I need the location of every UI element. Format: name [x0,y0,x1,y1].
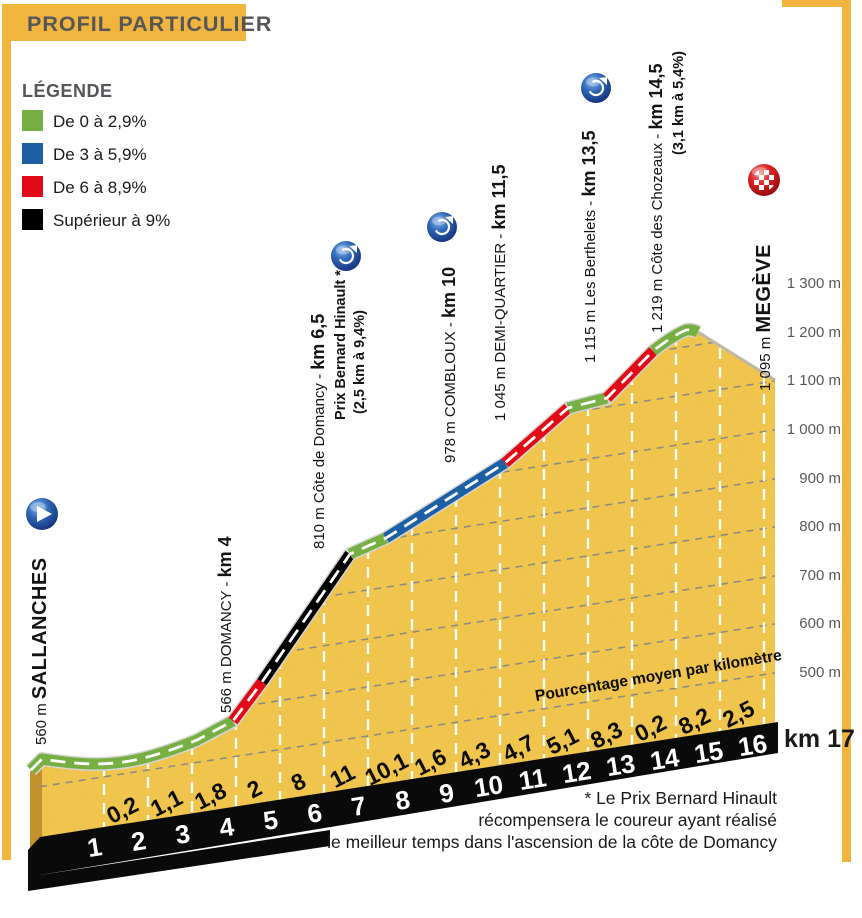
legend: LÉGENDE De 0 à 2,9% De 3 à 5,9% De 6 à 8… [22,80,170,230]
footnote-line-3: le meilleur temps dans l'ascension de la… [327,832,777,852]
axis-tick: 1 100 m [787,372,841,389]
km-number: 3 [173,818,192,850]
footnote-line-1: * Le Prix Bernard Hinault [584,788,777,808]
legend-label-blue: De 3 à 5,9% [53,145,147,164]
timecheck-icon-combloux [427,212,457,242]
axis-tick: 600 m [799,615,841,632]
km-gridlines [102,335,766,827]
km-numbers: 1 2 3 4 5 6 7 8 9 10 11 12 13 14 15 16 [85,728,769,863]
km-number: 15 [692,735,725,769]
start-icon [26,498,58,530]
page-title-text: PROFIL PARTICULIER [27,12,272,36]
page-title: PROFIL PARTICULIER [10,4,272,41]
km-band-face [40,722,778,875]
timecheck-icon-berthelets [581,73,611,103]
km-band-underside [28,830,330,891]
finish-flag-icon [748,164,780,196]
km-number: 7 [349,790,368,822]
km-number: 10 [472,769,505,803]
label-cote-domancy: 810 m Côte de Domancy - km 6,5 [308,314,328,549]
footnote: * Le Prix Bernard Hinault récompensera l… [327,788,777,852]
label-domancy: 566 m DOMANCY - km 4 [215,536,235,713]
page-title-box [10,4,246,41]
road-centerline [30,328,699,771]
km-number: 5 [261,804,280,836]
km-number: 16 [736,728,769,762]
label-demi-quartier: 1 045 m DEMI-QUARTIER - km 11,5 [489,165,509,422]
km-number: 14 [648,742,682,776]
km-number: 1 [85,831,104,863]
label-prix-bernard-hinault: Prix Bernard Hinault * [333,270,349,420]
waypoint-labels: 560 m SALLANCHES 566 m DOMANCY - km 4 81… [29,51,775,745]
label-cote-des-chozeaux: 1 219 m Côte des Chozeaux - km 14,5 [646,63,666,333]
km-number: 6 [305,797,324,829]
legend-label-green: De 0 à 2,9% [53,112,147,131]
massif-texture [34,329,775,845]
km-number: 2 [129,825,148,857]
label-combloux: 978 m COMBLOUX - km 10 [439,267,459,463]
legend-swatch-black [22,209,43,230]
axis-end-label: km 17 [784,725,855,753]
axis-tick: 1 300 m [787,275,841,292]
axis-tick: 700 m [799,567,841,584]
massif-left-face [30,759,42,851]
axis-tick: 1 200 m [787,324,841,341]
legend-label-black: Supérieur à 9% [53,211,170,230]
km-number: 12 [560,755,593,789]
km-number: 4 [217,811,237,843]
km-band [28,722,778,891]
label-sallanches: 560 m SALLANCHES [29,557,51,745]
km-number: 9 [437,777,456,809]
frame-right-bar [842,0,851,862]
legend-title: LÉGENDE [22,80,113,101]
label-chozeaux-detail: (3,1 km à 5,4%) [671,51,687,155]
km-number: 13 [604,748,637,782]
footnote-line-2: récompensera le coureur ayant réalisé [478,810,777,830]
road [26,322,776,775]
axis-tick: 800 m [799,518,841,535]
road-descent-edge [697,330,776,382]
legend-swatch-blue [22,143,43,164]
frame-left-bar [2,4,11,860]
km-number: 8 [393,784,412,816]
legend-swatch-red [22,176,43,197]
timecheck-icon-domancy [331,241,361,271]
axis-tick: 1 000 m [787,421,841,438]
axis-tick: 500 m [799,664,841,681]
label-les-berthelets: 1 115 m Les Berthelets - km 13,5 [579,130,599,363]
label-megeve: 1 095 m MEGÈVE [752,244,775,391]
axis-tick: 900 m [799,470,841,487]
legend-swatch-green [22,110,43,131]
elevation-axis: 1 300 m 1 200 m 1 100 m 1 000 m 900 m 80… [784,275,855,753]
km-number: 11 [517,762,549,796]
label-cote-domancy-detail: (2,5 km à 9,4%) [352,310,368,414]
frame-top-bar [782,0,851,7]
legend-label-red: De 6 à 8,9% [53,178,147,197]
elevation-massif [30,329,775,851]
